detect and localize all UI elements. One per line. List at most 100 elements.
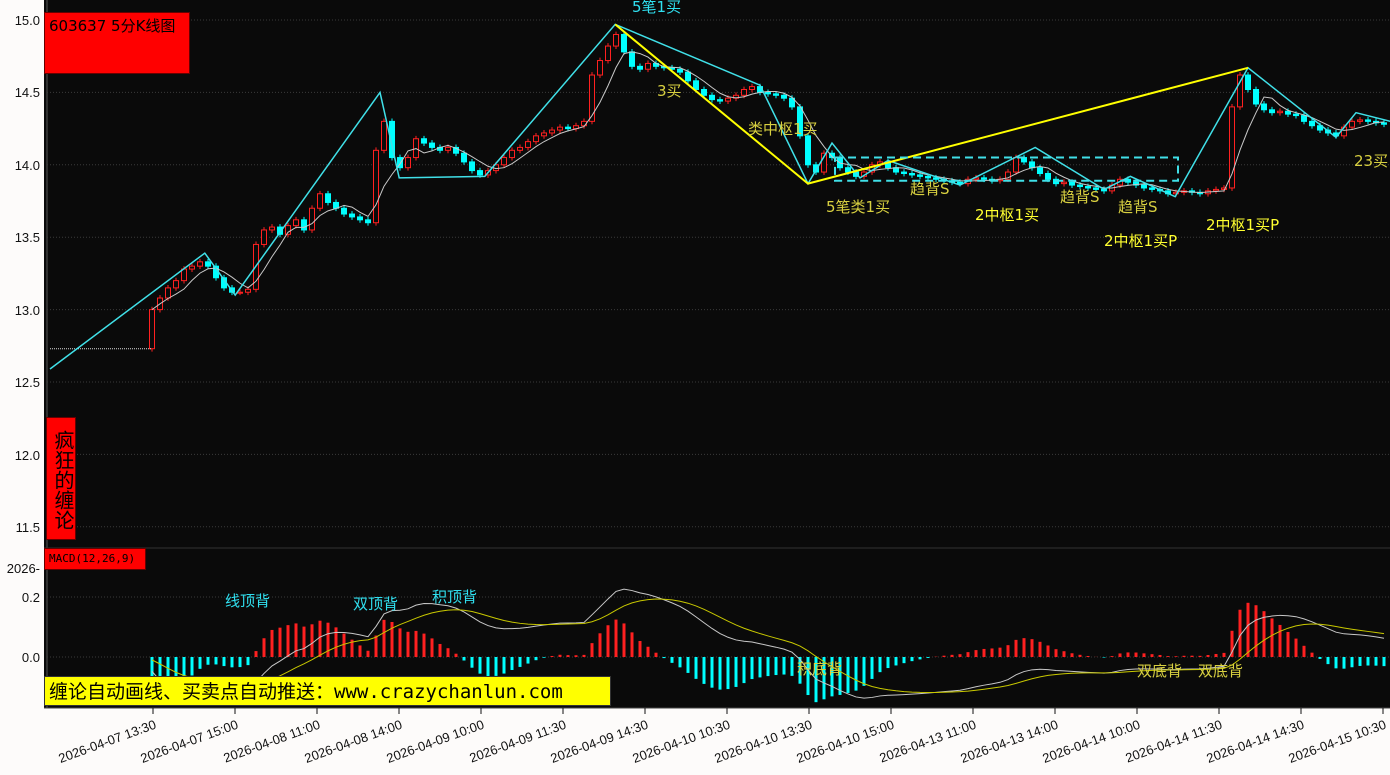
- segment-line: [614, 23, 1249, 185]
- candle-body: [701, 89, 707, 96]
- annotation-5bi-1buy: 5笔1买: [632, 0, 681, 16]
- annotation-23buy: 23买: [1354, 152, 1388, 170]
- annotation-3buy: 3买: [657, 82, 682, 100]
- candle-body: [805, 135, 811, 166]
- candle-body: [1261, 103, 1267, 111]
- y-tick: 15.0: [15, 13, 40, 28]
- macd-annotation-line-top-div: 线顶背: [225, 592, 270, 610]
- candle-body: [245, 288, 251, 293]
- candle-body: [357, 216, 363, 221]
- candle-body: [613, 33, 619, 47]
- candle-body: [1141, 184, 1147, 189]
- candle-body: [461, 152, 467, 163]
- candle-body: [197, 261, 203, 267]
- candle-body: [1213, 188, 1219, 192]
- candle-body: [549, 129, 555, 134]
- candle-body: [477, 170, 483, 176]
- macd-indicator-label[interactable]: MACD(12,26,9): [44, 548, 146, 570]
- overlays: [49, 23, 1390, 370]
- candle-body: [821, 152, 827, 173]
- grid: [47, 19, 1390, 658]
- candle-body: [1237, 74, 1243, 108]
- candle-body: [925, 175, 931, 179]
- candle-body: [629, 51, 635, 67]
- y-tick: 14.5: [15, 85, 40, 100]
- y-tick: 11.5: [16, 520, 40, 535]
- zhongshu-box: [834, 156, 1179, 182]
- annotation-trend-div-s: 趋背S: [910, 180, 950, 198]
- candle-body: [933, 177, 939, 180]
- candle-body: [341, 207, 347, 215]
- macd-annotation-area-bottom-div: 积底背: [797, 660, 842, 678]
- candle-body: [1149, 187, 1155, 190]
- candle-body: [901, 171, 907, 174]
- candle-body: [813, 164, 819, 173]
- candle-body: [789, 97, 795, 108]
- y-tick: 13.0: [15, 303, 40, 318]
- candle-body: [525, 141, 531, 148]
- macd-y-tick: 0.0: [22, 650, 40, 665]
- candle-body: [325, 193, 331, 203]
- candle-body: [429, 142, 435, 148]
- candle-body: [1069, 181, 1075, 186]
- candle-body: [693, 80, 699, 91]
- candle-body: [1245, 74, 1251, 91]
- candle-body: [829, 152, 835, 159]
- candle-body: [1045, 172, 1051, 180]
- candle-body: [469, 161, 475, 172]
- candle-body: [405, 157, 411, 169]
- candle-body: [741, 89, 747, 96]
- candle-body: [173, 280, 179, 289]
- candle-body: [309, 207, 315, 231]
- y-tick: 12.5: [15, 375, 40, 390]
- candle-body: [1349, 120, 1355, 128]
- candle-body: [277, 226, 283, 235]
- candle-body: [165, 287, 171, 299]
- candle-body: [725, 97, 731, 102]
- chart-title: 603637 5分K线图: [44, 12, 190, 74]
- candle-body: [1029, 161, 1035, 169]
- candle-body: [381, 120, 387, 151]
- candle-body: [205, 261, 211, 267]
- candle-body: [1301, 115, 1307, 122]
- candle-body: [645, 62, 651, 70]
- candle-body: [557, 126, 563, 131]
- candle-body: [349, 213, 355, 218]
- y-tick: 13.5: [15, 230, 40, 245]
- candle-body: [565, 126, 571, 130]
- candle-body: [1061, 181, 1067, 185]
- promo-banner[interactable]: 缠论自动画线、买卖点自动推送：www.crazychanlun.com: [44, 676, 611, 706]
- candle-body: [981, 177, 987, 180]
- candle-body: [1357, 119, 1363, 122]
- candle-body: [517, 146, 523, 151]
- brand-label: 疯狂的缠论: [46, 417, 76, 540]
- candle-body: [421, 138, 427, 144]
- candle-body: [765, 91, 771, 95]
- macd-annotation-double-bottom-div: 双底背: [1137, 662, 1182, 680]
- candle-body: [781, 94, 787, 99]
- macd-annotation-double-bottom-div: 双底背: [1198, 662, 1243, 680]
- candle-body: [189, 265, 195, 270]
- candle-body: [845, 167, 851, 173]
- candle-body: [1317, 125, 1323, 131]
- candle-body: [1365, 119, 1371, 122]
- candle-body: [621, 33, 627, 53]
- macd-annotation-area-top-div: 积顶背: [432, 588, 477, 606]
- candle-body: [749, 86, 755, 91]
- candle-body: [1293, 113, 1299, 117]
- y-tick: 12.0: [15, 448, 40, 463]
- candle-body: [453, 146, 459, 154]
- candle-body: [589, 74, 595, 122]
- annotation-2center-1buy-p: 2中枢1买P: [1104, 232, 1177, 250]
- annotation-2center-1buy-p: 2中枢1买P: [1206, 216, 1279, 234]
- candle-body: [389, 120, 395, 159]
- candle-body: [501, 157, 507, 166]
- macd-dea-line: [151, 598, 1385, 694]
- candle-body: [365, 219, 371, 224]
- candle-body: [1037, 167, 1043, 174]
- candle-body: [1253, 89, 1259, 105]
- cut-label: 2026-: [7, 561, 40, 576]
- y-tick-labels: 15.0 14.5 14.0 13.5 13.0 12.5 12.0 11.5 …: [7, 13, 40, 665]
- candle-body: [1285, 110, 1291, 115]
